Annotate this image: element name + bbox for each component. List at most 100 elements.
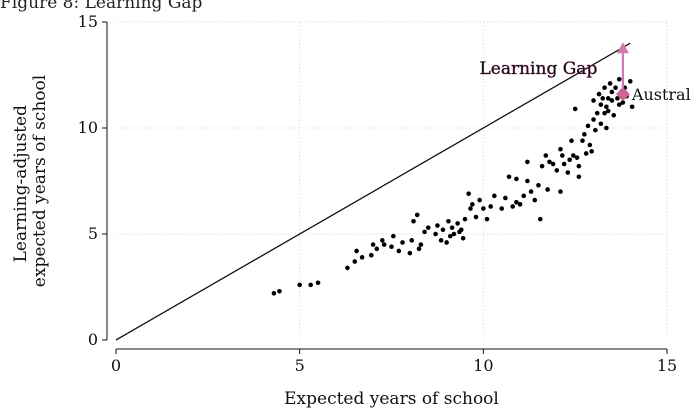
data-point	[604, 104, 609, 110]
y-tick-label: 15	[78, 12, 98, 31]
y-tick-label: 5	[88, 224, 98, 243]
data-points	[271, 76, 635, 296]
data-point	[422, 229, 427, 235]
data-point	[409, 238, 415, 243]
data-point	[458, 227, 464, 233]
data-point	[451, 231, 457, 237]
data-point	[380, 238, 385, 243]
data-point	[370, 242, 376, 247]
data-point	[455, 221, 460, 226]
data-point	[308, 282, 313, 288]
data-point	[473, 214, 479, 220]
data-point	[567, 157, 572, 163]
data-point	[277, 288, 282, 294]
data-point	[532, 197, 538, 203]
data-point	[620, 100, 626, 105]
data-point	[629, 104, 635, 110]
y-axis-label-line-2: expected years of school	[30, 75, 50, 287]
data-point	[477, 197, 482, 203]
data-point	[391, 233, 396, 239]
data-point	[492, 193, 497, 199]
data-point	[627, 79, 633, 84]
learning-gap-label: Learning Gap	[480, 59, 598, 79]
data-point	[528, 189, 534, 194]
data-point	[547, 159, 552, 165]
data-point	[593, 127, 598, 133]
data-point	[616, 76, 622, 82]
data-point	[414, 212, 420, 218]
data-point	[609, 98, 615, 103]
data-point	[503, 195, 508, 201]
data-point	[460, 235, 466, 241]
data-point	[435, 223, 440, 228]
data-point	[449, 225, 455, 230]
data-point	[444, 240, 449, 245]
data-point	[602, 85, 607, 91]
data-point	[418, 242, 424, 247]
data-point	[558, 146, 563, 152]
data-point	[407, 250, 413, 256]
data-point	[481, 206, 486, 211]
data-point	[521, 193, 527, 199]
data-point	[438, 238, 444, 243]
data-point	[609, 89, 615, 95]
data-point	[510, 204, 516, 209]
data-point	[514, 176, 519, 182]
data-point	[537, 216, 543, 222]
grid-lines	[116, 21, 668, 340]
data-point	[543, 153, 549, 158]
data-point	[425, 225, 431, 230]
data-point	[565, 170, 571, 175]
data-point	[615, 96, 620, 101]
y-axis-label-line-1: Learning-adjusted	[11, 105, 31, 262]
data-point	[539, 163, 545, 169]
data-point	[396, 248, 402, 254]
x-tick-label: 0	[111, 356, 121, 375]
data-point	[433, 231, 438, 237]
data-point	[571, 153, 576, 158]
data-point	[440, 227, 446, 233]
figure-title: Figure 8: Learning Gap	[0, 0, 203, 13]
data-point	[589, 149, 594, 154]
y-tick-label: 0	[88, 330, 98, 349]
data-point	[598, 121, 604, 127]
data-point	[345, 265, 350, 271]
data-point	[389, 244, 394, 250]
data-point	[585, 123, 591, 129]
data-point	[297, 282, 302, 288]
data-point	[613, 85, 618, 91]
data-point	[574, 155, 580, 160]
data-point	[359, 255, 365, 260]
data-point	[447, 233, 453, 239]
data-point	[470, 202, 475, 207]
data-point	[352, 259, 358, 264]
data-point	[514, 199, 519, 205]
data-point	[525, 159, 530, 165]
data-point	[611, 112, 617, 118]
learning-gap-annotation: Learning Gap Austral	[479, 42, 691, 104]
x-tick-label: 5	[295, 356, 305, 375]
data-point	[411, 218, 416, 224]
data-point	[271, 291, 277, 296]
data-point	[558, 189, 563, 194]
data-point	[468, 206, 473, 211]
data-point	[536, 182, 541, 188]
data-point	[605, 96, 611, 101]
equality-reference-line	[115, 42, 631, 341]
data-point	[607, 81, 613, 86]
data-point	[550, 161, 556, 167]
x-axis-label: Expected years of school	[284, 389, 499, 409]
data-point	[594, 110, 600, 116]
data-point	[616, 102, 622, 107]
data-point	[462, 216, 468, 222]
axes: 0 5 10 15 0 5 10 15	[78, 12, 678, 375]
data-point	[400, 240, 405, 245]
data-point	[583, 151, 589, 156]
data-point	[569, 138, 574, 144]
data-point	[591, 98, 596, 103]
data-point	[484, 216, 490, 222]
data-point	[545, 187, 550, 192]
data-point	[560, 153, 565, 158]
data-point	[554, 168, 560, 173]
